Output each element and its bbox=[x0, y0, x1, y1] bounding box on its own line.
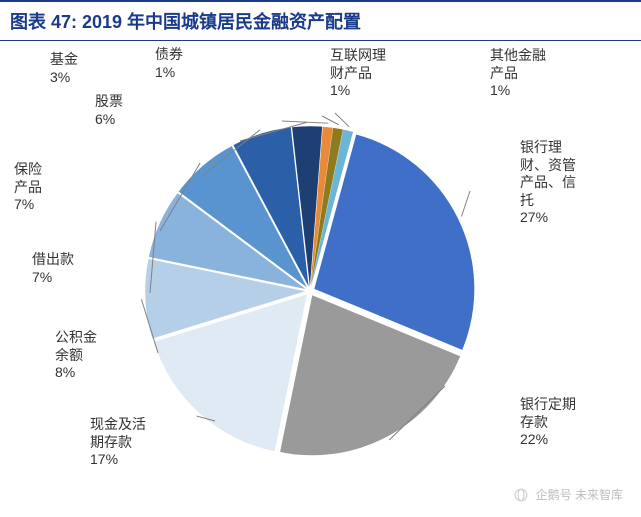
label-2: 银行理财、资管产品、信托27% bbox=[520, 139, 576, 227]
label-9: 基金3% bbox=[50, 51, 78, 86]
chart-title: 图表 47: 2019 年中国城镇居民金融资产配置 bbox=[10, 12, 361, 32]
label-1: 其他金融产品1% bbox=[490, 47, 546, 100]
label-0: 互联网理财产品1% bbox=[330, 47, 386, 100]
watermark-text: 企鹅号 未来智库 bbox=[536, 488, 623, 502]
chart-frame: 图表 47: 2019 年中国城镇居民金融资产配置 互联网理财产品1% 其他金融产… bbox=[0, 0, 641, 517]
watermark: 企鹅号 未来智库 bbox=[514, 486, 623, 503]
label-3: 银行定期存款22% bbox=[520, 396, 576, 449]
label-4: 现金及活期存款17% bbox=[90, 416, 146, 469]
label-8: 股票6% bbox=[95, 93, 123, 128]
label-7: 保险产品7% bbox=[14, 161, 42, 214]
label-5: 公积金余额8% bbox=[55, 329, 97, 382]
title-bar: 图表 47: 2019 年中国城镇居民金融资产配置 bbox=[0, 0, 641, 41]
label-6: 借出款7% bbox=[32, 251, 74, 286]
pie-chart: 互联网理财产品1% 其他金融产品1% 银行理财、资管产品、信托27% 银行定期存款22… bbox=[0, 41, 641, 511]
label-10: 债券1% bbox=[155, 46, 183, 81]
